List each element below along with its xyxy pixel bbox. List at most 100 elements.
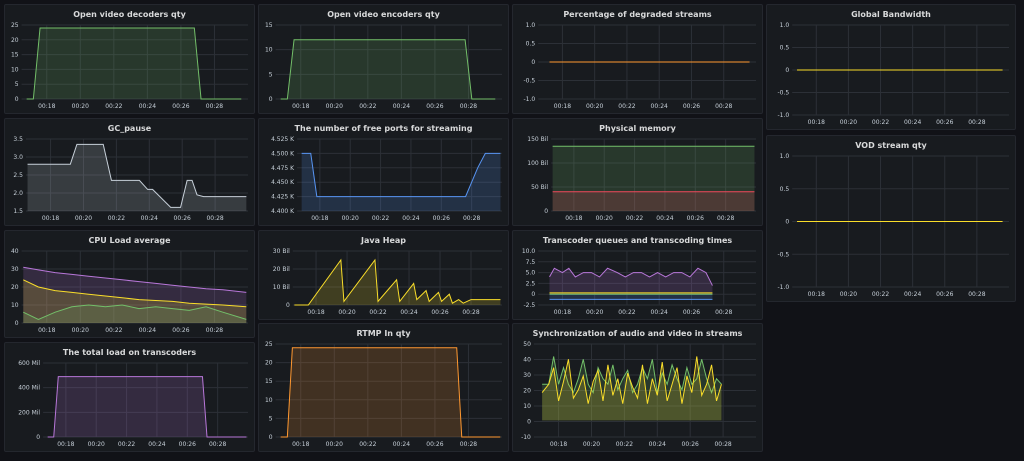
y-tick-label: 0 — [269, 434, 273, 441]
x-tick-label: 00:26 — [433, 215, 450, 222]
x-tick-label: 00:28 — [460, 103, 477, 110]
series-line — [23, 279, 247, 308]
y-tick-label: 0 — [286, 302, 290, 309]
y-tick-label: 10 — [11, 302, 19, 309]
series-area — [27, 144, 247, 211]
x-tick-label: 00:26 — [179, 441, 196, 448]
chart-free-ports: 4.400 K 4.425 K 4.450 K 4.475 K 4.500 K 4.525… — [271, 136, 502, 222]
panel-title[interactable]: The total load on transcoders — [62, 348, 197, 357]
x-tick-label: 00:24 — [141, 215, 158, 222]
y-tick-label: -0.5 — [777, 90, 789, 97]
y-tick-label: 3.5 — [13, 136, 23, 143]
panel-video-decoders[interactable]: Open video decoders qty 0 5 10 15 20 25 00:18 0… — [4, 4, 255, 114]
panel-title[interactable]: Open video encoders qty — [327, 10, 440, 19]
x-tick-label: 00:18 — [554, 309, 571, 316]
chart-physical-memory: 0 50 Bil 100 Bil 150 Bil 00:18 00:20 00:22 00:2… — [527, 136, 756, 222]
y-tick-label: 5 — [15, 81, 19, 88]
panel-global-bandwidth[interactable]: Global Bandwidth -1.0 -0.5 0 0.5 1.0 00:18 00:… — [766, 4, 1016, 130]
panel-title[interactable]: Percentage of degraded streams — [563, 10, 712, 19]
x-tick-label: 00:24 — [651, 309, 668, 316]
y-tick-label: 4.525 K — [271, 136, 295, 143]
panel-title[interactable]: VOD stream qty — [855, 141, 927, 150]
y-tick-label: 0 — [785, 219, 789, 226]
chart-video-decoders: 0 5 10 15 20 25 00:18 00:20 00:22 00:24 00:26 00:28 — [11, 22, 248, 110]
y-tick-label: 10 Bil — [273, 284, 290, 291]
y-tick-label: 25 — [11, 22, 19, 29]
chart-gc-pause: 1.5 2.0 2.5 3.0 3.5 00:18 00:20 00:22 00:24 00:26… — [13, 136, 248, 222]
panel-java-heap[interactable]: Java Heap 0 10 Bil 20 Bil 30 Bil 00:18 00:20 0… — [258, 230, 509, 320]
x-tick-label: 00:22 — [105, 327, 122, 334]
y-tick-label: 0.5 — [780, 45, 790, 52]
y-tick-label: 1.0 — [780, 22, 790, 29]
series-line — [301, 152, 501, 198]
panel-degraded-streams[interactable]: Percentage of degraded streams -1.0 -0.5 0… — [512, 4, 763, 114]
panel-title[interactable]: The number of free ports for streaming — [294, 124, 473, 133]
y-tick-label: 400 Mil — [18, 385, 40, 392]
x-tick-label: 00:20 — [586, 309, 603, 316]
y-tick-label: 0 — [15, 96, 19, 103]
panel-title[interactable]: Synchronization of audio and video in st… — [532, 329, 743, 338]
panel-title[interactable]: Open video decoders qty — [73, 10, 186, 19]
panel-transcoder-queues[interactable]: Transcoder queues and transcoding times … — [512, 230, 763, 320]
panel-title[interactable]: Physical memory — [599, 124, 676, 133]
panel-title[interactable]: GC_pause — [107, 124, 152, 133]
x-tick-label: 00:28 — [717, 215, 734, 222]
x-tick-label: 00:18 — [808, 119, 825, 126]
x-tick-label: 00:20 — [840, 119, 857, 126]
series-area — [294, 260, 501, 305]
x-tick-label: 00:20 — [326, 103, 343, 110]
panel-av-sync[interactable]: Synchronization of audio and video in st… — [512, 323, 763, 452]
y-tick-label: 40 — [11, 248, 19, 255]
y-tick-label: 10 — [265, 397, 273, 404]
series-area — [23, 267, 247, 323]
panel-title[interactable]: CPU Load average — [88, 236, 171, 245]
x-tick-label: 00:22 — [618, 103, 635, 110]
panel-title[interactable]: Global Bandwidth — [851, 10, 931, 19]
x-tick-label: 00:20 — [596, 215, 613, 222]
series-area — [549, 294, 713, 300]
chart-rtmp-in: 0 5 10 15 20 25 00:18 00:20 00:22 00:24 00:26 00:28 — [265, 341, 502, 448]
y-tick-label: 600 Mil — [18, 360, 40, 367]
chart-transcoder-queues: -2.5 0 2.5 5.0 7.5 10.0 00:18 00:20 00:22 00:24 00… — [522, 248, 756, 316]
x-tick-label: 00:18 — [38, 327, 55, 334]
y-tick-label: 3.0 — [13, 154, 23, 161]
x-tick-label: 00:24 — [904, 119, 921, 126]
x-tick-label: 00:20 — [583, 441, 600, 448]
series-line — [294, 258, 501, 306]
x-tick-label: 00:26 — [172, 103, 189, 110]
x-tick-label: 00:20 — [326, 441, 343, 448]
y-tick-label: 0 — [531, 291, 535, 298]
chart-total-load-transcoders: 0 200 Mil 400 Mil 600 Mil 00:18 00:20 00:22 00:… — [18, 360, 248, 448]
y-tick-label: 20 — [11, 284, 19, 291]
panel-gc-pause[interactable]: GC_pause 1.5 2.0 2.5 3.0 3.5 00:18 00:20 00:22 0… — [4, 118, 255, 226]
panel-vod-stream[interactable]: VOD stream qty -1.0 -0.5 0 0.5 1.0 00:18 00:20… — [766, 135, 1016, 302]
x-tick-label: 00:28 — [715, 309, 732, 316]
panel-total-load-transcoders[interactable]: The total load on transcoders 0 200 Mil 40… — [4, 342, 255, 452]
x-tick-label: 00:18 — [57, 441, 74, 448]
panel-rtmp-in[interactable]: RTMP In qty 0 5 10 15 20 25 00:18 00:20 00:22 00:… — [258, 323, 509, 452]
x-tick-label: 00:24 — [651, 103, 668, 110]
chart-degraded-streams: -1.0 -0.5 0 0.5 1.0 00:18 00:20 00:22 00:24 00:26… — [523, 22, 756, 110]
y-tick-label: 0 — [527, 419, 531, 426]
x-tick-label: 00:22 — [626, 215, 643, 222]
x-tick-label: 00:24 — [656, 215, 673, 222]
series-line — [542, 356, 722, 395]
y-tick-label: 5 — [269, 415, 273, 422]
x-tick-label: 00:26 — [687, 215, 704, 222]
x-tick-label: 00:24 — [148, 441, 165, 448]
series-area — [549, 268, 713, 295]
y-tick-label: 20 — [265, 360, 273, 367]
panel-free-ports[interactable]: The number of free ports for streaming 4… — [258, 118, 509, 226]
panel-video-encoders[interactable]: Open video encoders qty 0 5 10 15 00:18 00:20… — [258, 4, 509, 114]
panel-title[interactable]: Transcoder queues and transcoding times — [542, 236, 733, 245]
series-line — [26, 27, 242, 100]
x-tick-label: 00:26 — [426, 441, 443, 448]
panel-title[interactable]: RTMP In qty — [356, 329, 411, 338]
x-tick-label: 00:26 — [936, 291, 953, 298]
y-tick-label: 4.500 K — [271, 150, 295, 157]
series-area — [23, 279, 247, 323]
panel-physical-memory[interactable]: Physical memory 0 50 Bil 100 Bil 150 Bil 00:… — [512, 118, 763, 226]
panel-title[interactable]: Java Heap — [360, 236, 407, 245]
x-tick-label: 00:24 — [393, 441, 410, 448]
panel-cpu-load[interactable]: CPU Load average 0 10 20 30 40 00:18 00:20 00:2… — [4, 230, 255, 338]
